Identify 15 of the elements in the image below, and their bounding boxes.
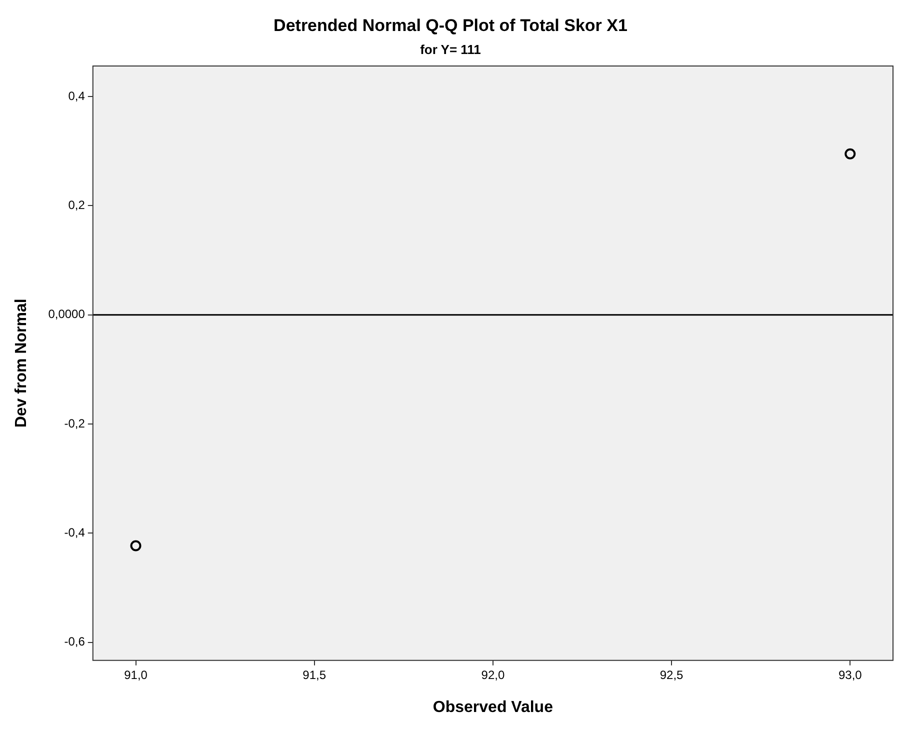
chart-subtitle: for Y= 111 [420, 42, 481, 57]
x-tick-label: 92,0 [481, 668, 505, 682]
x-axis-title: Observed Value [432, 698, 554, 716]
y-tick-label: 0,0000 [48, 307, 86, 322]
y-tick-label: -0,6 [64, 634, 86, 649]
y-tick-label: -0,2 [64, 416, 86, 430]
x-tick-label: 91,0 [124, 668, 148, 682]
x-tick-label: 93,0 [838, 668, 862, 682]
x-tick-label: 91,5 [302, 668, 326, 682]
chart-title: Detrended Normal Q-Q Plot of Total Skor X1 [274, 16, 628, 35]
y-tick-label: 0,2 [68, 198, 86, 212]
y-tick-label: -0,4 [64, 526, 86, 540]
y-tick-label: 0,4 [68, 88, 86, 103]
x-tick-label: 92,5 [660, 668, 684, 682]
y-axis-title: Dev from Normal [13, 298, 30, 428]
